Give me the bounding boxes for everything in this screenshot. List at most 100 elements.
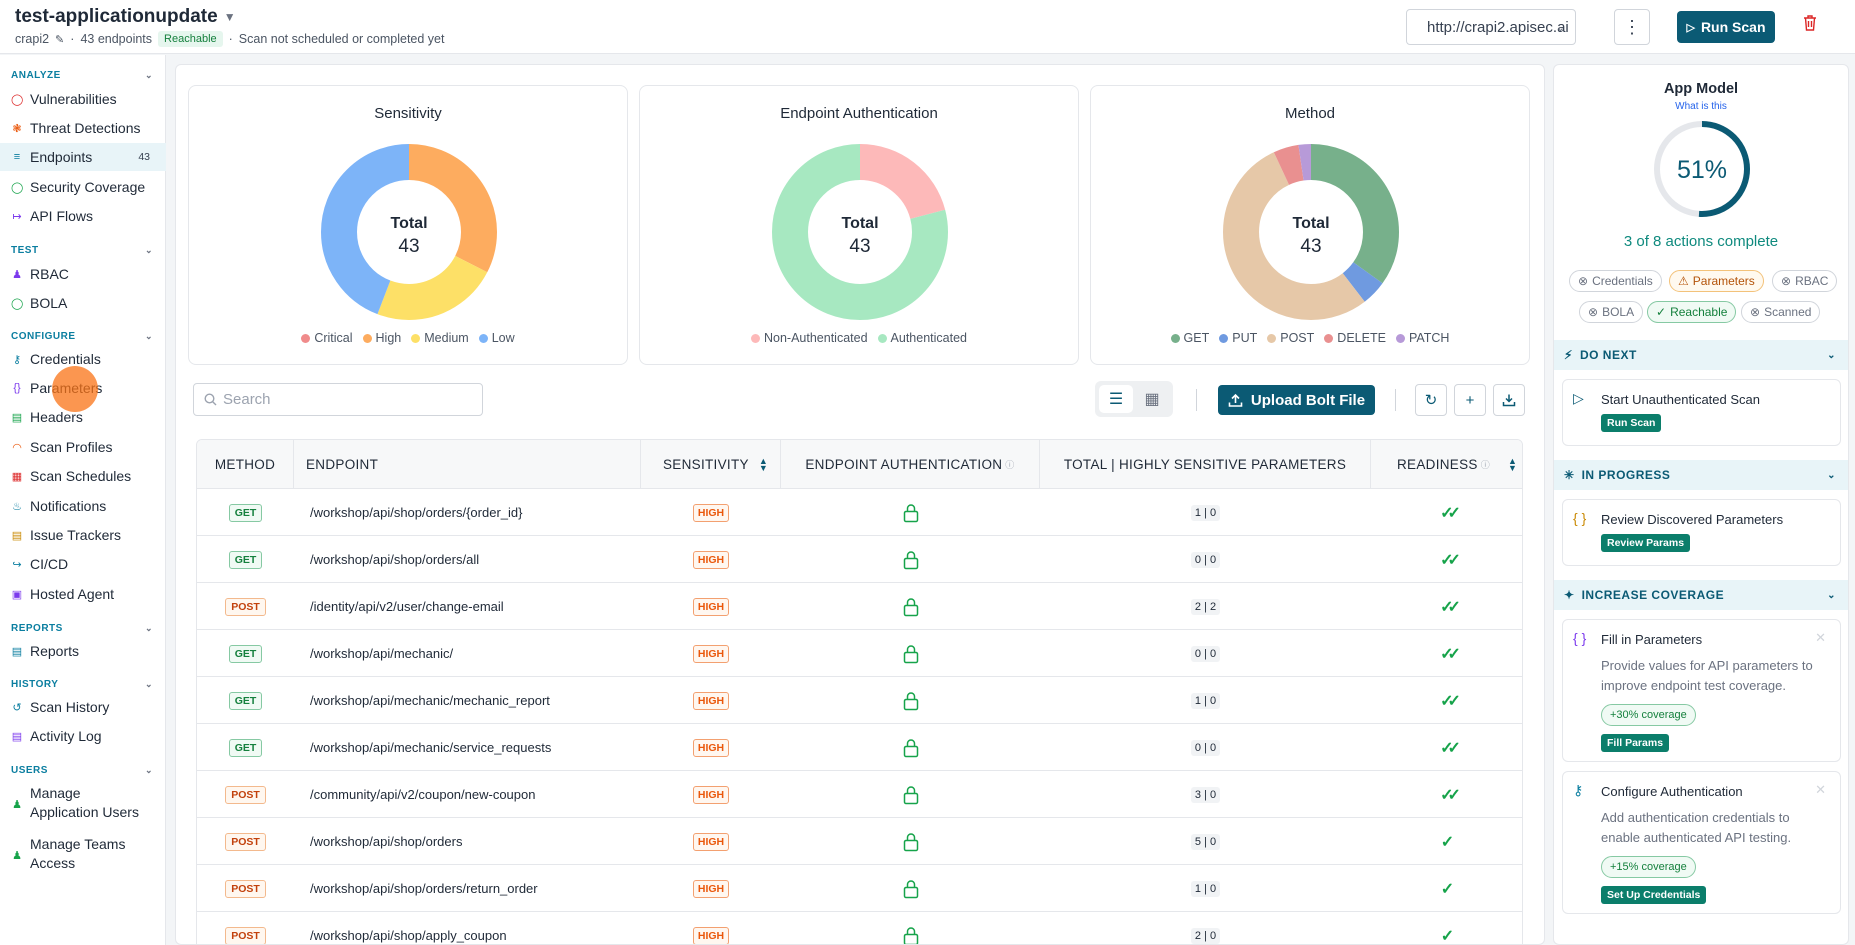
sidebar-item-security-coverage[interactable]: ◯ Security Coverage	[11, 179, 146, 195]
sidebar-item-activity-log[interactable]: ▤ Activity Log	[11, 728, 102, 744]
review-params-button[interactable]: Review Params	[1601, 534, 1691, 552]
download-button[interactable]	[1493, 384, 1525, 416]
chip-parameters[interactable]: ⚠ Parameters	[1669, 270, 1764, 292]
legend-item-low[interactable]: Low	[478, 331, 515, 345]
run-scan-button[interactable]: ▷ Run Scan	[1677, 11, 1775, 43]
legend-item-patch[interactable]: PATCH	[1395, 331, 1449, 345]
endpoint-path[interactable]: /workshop/api/mechanic/service_requests	[310, 740, 552, 755]
url-select[interactable]: http://crapi2.apisec.ai ⌄	[1406, 9, 1576, 45]
close-icon[interactable]: ✕	[1815, 630, 1826, 645]
chip-reachable[interactable]: ✓ Reachable	[1647, 301, 1737, 323]
sidebar-item-manage-teams[interactable]: ♟ Manage Teams Access	[12, 836, 126, 871]
search-box[interactable]	[193, 383, 483, 416]
legend-item-get[interactable]: GET	[1170, 331, 1209, 345]
section-do-next[interactable]: ⚡︎ DO NEXT ⌄	[1554, 340, 1848, 370]
table-row[interactable]: POST/workshop/api/shop/orders HIGH 5 | 0 ✓	[197, 818, 1522, 865]
fill-params-button[interactable]: Fill Params	[1601, 734, 1670, 752]
endpoint-path[interactable]: /identity/api/v2/user/change-email	[310, 599, 504, 614]
add-button[interactable]: +	[1454, 384, 1486, 416]
sidebar-item-threat-detections[interactable]: ❃ Threat Detections	[12, 120, 141, 136]
table-row[interactable]: GET/workshop/api/shop/orders/{order_id} H…	[197, 489, 1522, 536]
section-history[interactable]: HISTORY ⌄	[11, 679, 153, 690]
sort-icon[interactable]: ▲ ▼	[1508, 455, 1518, 473]
table-row[interactable]: POST/community/api/v2/coupon/new-coupon H…	[197, 771, 1522, 818]
chip-bola[interactable]: ⊗ BOLA	[1579, 301, 1644, 323]
endpoint-path[interactable]: /workshop/api/mechanic/mechanic_report	[310, 693, 550, 708]
table-row[interactable]: GET/workshop/api/mechanic/mechanic_repor…	[197, 677, 1522, 724]
set-up-credentials-button[interactable]: Set Up Credentials	[1601, 886, 1707, 904]
endpoint-path[interactable]: /workshop/api/shop/orders/{order_id}	[310, 505, 523, 520]
sidebar-item-notifications[interactable]: ♨ Notifications	[12, 498, 107, 514]
close-icon[interactable]: ✕	[1815, 782, 1826, 797]
slice-post[interactable]	[1223, 144, 1399, 320]
endpoint-path[interactable]: /community/api/v2/coupon/new-coupon	[310, 787, 536, 802]
sidebar-item-reports[interactable]: ▤ Reports	[11, 643, 80, 659]
info-icon[interactable]: ⓘ	[1005, 460, 1015, 470]
sidebar-item-credentials[interactable]: ⚷ Credentials	[12, 351, 101, 367]
run-scan-task-button[interactable]: Run Scan	[1601, 414, 1662, 432]
app-selector[interactable]: test-applicationupdate ▼	[15, 6, 236, 28]
chip-credentials[interactable]: ⊗ Credentials	[1569, 270, 1662, 292]
search-input[interactable]	[223, 391, 473, 408]
endpoint-path[interactable]: /workshop/api/mechanic/	[310, 646, 454, 661]
col-readiness[interactable]: READINESS ⓘ ▲ ▼	[1397, 455, 1518, 473]
table-row[interactable]: POST/identity/api/v2/user/change-email HI…	[197, 583, 1522, 630]
endpoint-path[interactable]: /workshop/api/shop/apply_coupon	[310, 928, 507, 943]
endpoint-path[interactable]: /workshop/api/shop/orders	[310, 834, 463, 849]
sidebar-item-scan-history[interactable]: ↺ Scan History	[12, 699, 110, 715]
section-increase-coverage[interactable]: ✦ INCREASE COVERAGE ⌄	[1554, 580, 1848, 610]
endpoint-path[interactable]: /workshop/api/shop/orders/return_order	[310, 881, 538, 896]
sidebar-item-headers[interactable]: ▤ Headers	[11, 409, 83, 425]
sidebar-item-rbac[interactable]: ♟ RBAC	[12, 266, 69, 282]
col-method[interactable]: METHOD	[197, 440, 294, 489]
legend-item-post[interactable]: POST	[1267, 331, 1314, 345]
sidebar-item-endpoints[interactable]: ≡ Endpoints 43	[0, 143, 166, 171]
table-row[interactable]: POST/workshop/api/shop/orders/return_ord…	[197, 865, 1522, 912]
legend-item-medium[interactable]: Medium	[411, 331, 469, 345]
col-sensitivity[interactable]: SENSITIVITY ▲ ▼	[641, 440, 781, 489]
refresh-button[interactable]: ↻	[1415, 384, 1447, 416]
legend-item-non-authenticated[interactable]: Non-Authenticated	[751, 331, 868, 345]
sidebar-item-issue-trackers[interactable]: ▤ Issue Trackers	[11, 527, 122, 543]
delete-icon[interactable]	[1803, 15, 1817, 36]
col-endpoint-auth[interactable]: ENDPOINT AUTHENTICATION ⓘ	[781, 440, 1040, 489]
legend-item-put[interactable]: PUT	[1219, 331, 1257, 345]
sidebar-item-manage-app-users[interactable]: ♟ Manage Application Users	[12, 785, 139, 820]
sidebar-item-bola[interactable]: ◯ BOLA	[11, 295, 68, 311]
slice-authenticated[interactable]	[772, 144, 948, 320]
legend-item-delete[interactable]: DELETE	[1324, 331, 1386, 345]
table-row[interactable]: POST/workshop/api/shop/apply_coupon HIGH 2…	[197, 912, 1522, 944]
upload-bolt-file-button[interactable]: Upload Bolt File	[1218, 385, 1375, 415]
sidebar-item-hosted-agent[interactable]: ▣ Hosted Agent	[11, 586, 115, 602]
col-params[interactable]: TOTAL | HIGHLY SENSITIVE PARAMETERS	[1040, 440, 1371, 489]
sidebar-item-cicd[interactable]: ↪ CI/CD	[12, 556, 69, 572]
table-row[interactable]: GET/workshop/api/mechanic/service_reques…	[197, 724, 1522, 771]
legend-item-critical[interactable]: Critical	[301, 331, 353, 345]
sidebar-item-vulnerabilities[interactable]: ◯ Vulnerabilities	[11, 91, 117, 107]
sidebar-item-api-flows[interactable]: ↦ API Flows	[12, 208, 94, 224]
table-row[interactable]: GET/workshop/api/mechanic/HIGH 0 | 0 ✓✓	[197, 630, 1522, 677]
more-options-button[interactable]: ⋮	[1614, 9, 1650, 45]
section-users[interactable]: USERS ⌄	[11, 765, 153, 776]
info-icon[interactable]: ⓘ	[1480, 460, 1491, 470]
legend-item-authenticated[interactable]: Authenticated	[877, 331, 967, 345]
section-analyze[interactable]: ANALYZE ⌄	[11, 70, 153, 81]
section-configure[interactable]: CONFIGURE ⌄	[11, 331, 153, 342]
slice-patch[interactable]	[1223, 144, 1399, 320]
sort-icon[interactable]: ▲ ▼	[758, 455, 769, 473]
edit-icon[interactable]: ✎	[55, 33, 65, 46]
what-is-this-link[interactable]: What is this	[1675, 101, 1727, 112]
slice-medium[interactable]	[321, 144, 497, 320]
sidebar-item-scan-profiles[interactable]: ◠ Scan Profiles	[12, 439, 113, 455]
endpoint-path[interactable]: /workshop/api/shop/orders/all	[310, 552, 480, 567]
sidebar-item-scan-schedules[interactable]: ▦ Scan Schedules	[11, 468, 132, 484]
col-endpoint[interactable]: ENDPOINT	[294, 440, 641, 489]
list-view-button[interactable]: ☰	[1099, 385, 1133, 413]
table-row[interactable]: GET/workshop/api/shop/orders/all HIGH 0 | …	[197, 536, 1522, 583]
chip-rbac[interactable]: ⊗ RBAC	[1772, 270, 1838, 292]
section-in-progress[interactable]: ✳ IN PROGRESS ⌄	[1554, 460, 1848, 490]
section-reports[interactable]: REPORTS ⌄	[11, 623, 153, 634]
chip-scanned[interactable]: ⊗ Scanned	[1741, 301, 1821, 323]
slice-low[interactable]	[321, 144, 497, 320]
section-test[interactable]: TEST ⌄	[11, 245, 153, 256]
